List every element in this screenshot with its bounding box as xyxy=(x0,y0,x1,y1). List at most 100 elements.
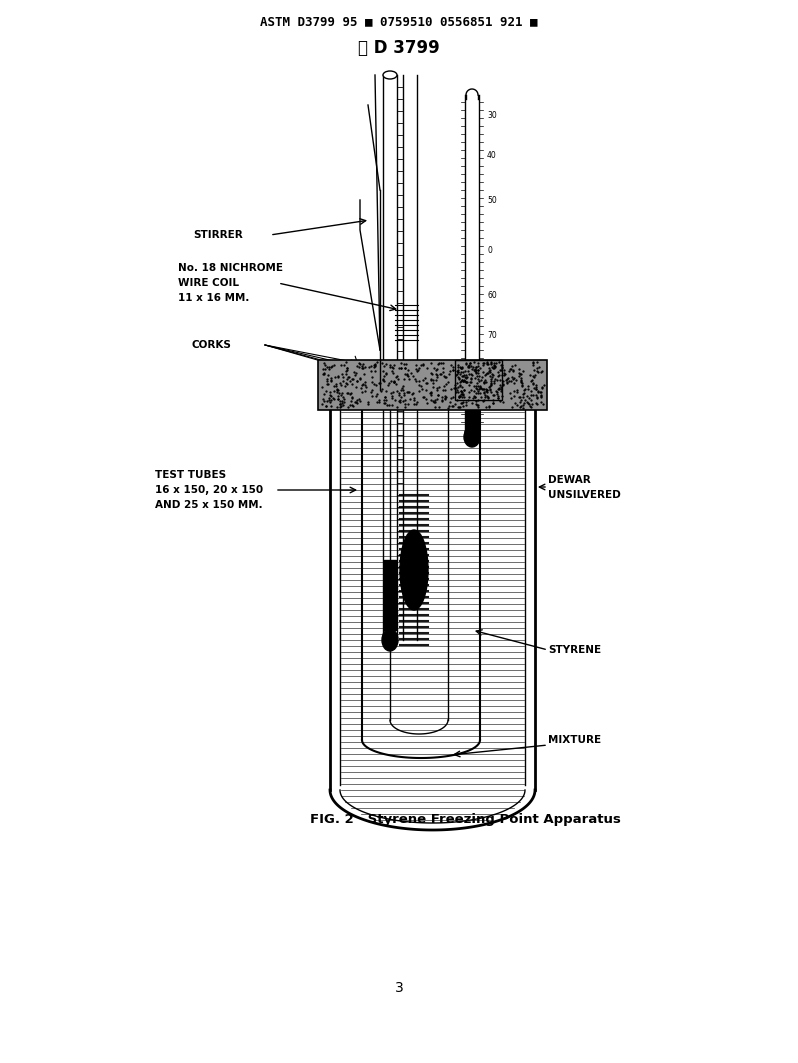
Point xyxy=(438,387,451,404)
Point xyxy=(441,400,454,417)
Point xyxy=(369,388,382,405)
Point xyxy=(478,374,491,391)
Point xyxy=(369,362,381,379)
Point xyxy=(452,387,465,404)
Point xyxy=(393,385,405,402)
Point xyxy=(467,390,480,407)
Point xyxy=(319,398,332,415)
Point xyxy=(480,387,493,404)
Point xyxy=(378,388,391,405)
Point xyxy=(529,378,542,395)
Point xyxy=(346,396,358,414)
Point xyxy=(436,389,448,406)
Point xyxy=(495,356,508,373)
Point xyxy=(359,358,372,375)
Point xyxy=(450,367,463,384)
Point xyxy=(345,392,358,409)
Point xyxy=(491,368,504,385)
Point xyxy=(458,367,471,384)
Point xyxy=(515,373,527,390)
Point xyxy=(370,354,383,371)
Point xyxy=(385,396,398,414)
Point xyxy=(385,358,398,375)
Point xyxy=(354,356,366,373)
Point xyxy=(390,399,403,416)
Point xyxy=(510,396,523,414)
Point xyxy=(339,366,352,383)
Point xyxy=(514,393,527,410)
Point xyxy=(417,356,429,373)
Point xyxy=(443,398,456,415)
Point xyxy=(337,373,350,390)
Point xyxy=(470,379,483,396)
Point xyxy=(451,366,464,383)
Point xyxy=(369,376,382,393)
Point xyxy=(329,376,342,393)
Point xyxy=(415,357,428,374)
Point xyxy=(480,383,493,400)
Point xyxy=(508,370,521,387)
Point xyxy=(462,366,475,383)
Point xyxy=(512,360,525,377)
Point xyxy=(470,396,483,414)
Point xyxy=(377,371,389,388)
Point xyxy=(318,356,331,373)
Text: WIRE COIL: WIRE COIL xyxy=(178,279,239,288)
Point xyxy=(456,378,468,395)
Point xyxy=(477,364,490,381)
Point xyxy=(472,368,485,385)
Point xyxy=(459,362,472,379)
Point xyxy=(500,372,512,389)
Point xyxy=(417,388,429,405)
Point xyxy=(343,372,356,389)
Point xyxy=(453,366,466,383)
Point xyxy=(332,391,345,408)
Point xyxy=(472,377,484,394)
Point xyxy=(530,394,543,411)
Point xyxy=(529,367,542,384)
Point xyxy=(523,389,535,406)
Point xyxy=(429,393,441,410)
Point xyxy=(497,393,510,410)
Text: ASTM D3799 95 ■ 0759510 0556851 921 ■: ASTM D3799 95 ■ 0759510 0556851 921 ■ xyxy=(260,16,538,29)
Point xyxy=(334,392,346,409)
Point xyxy=(487,391,500,408)
Point xyxy=(445,398,458,415)
Point xyxy=(411,362,424,379)
Point xyxy=(402,384,415,401)
Point xyxy=(385,384,397,401)
Text: STYRENE: STYRENE xyxy=(548,645,601,655)
Point xyxy=(464,373,477,390)
Point xyxy=(407,368,420,385)
Point xyxy=(531,389,543,406)
Point xyxy=(472,391,484,408)
Point xyxy=(516,400,529,417)
Point xyxy=(397,371,410,388)
Point xyxy=(531,384,544,401)
Point xyxy=(515,391,527,408)
Point xyxy=(464,355,476,372)
Point xyxy=(523,367,536,384)
Point xyxy=(488,357,500,374)
Point xyxy=(398,385,411,402)
Point xyxy=(454,383,467,400)
Point xyxy=(476,392,489,409)
Point xyxy=(487,394,500,411)
Point xyxy=(470,392,483,409)
Point xyxy=(506,369,519,386)
Point xyxy=(479,387,492,404)
Point xyxy=(380,365,393,382)
Point xyxy=(460,374,472,391)
Point xyxy=(379,365,392,382)
Point xyxy=(462,358,475,375)
Point xyxy=(497,373,510,390)
Point xyxy=(535,386,547,403)
Text: CORKS: CORKS xyxy=(192,340,232,350)
Point xyxy=(350,394,362,411)
Point xyxy=(356,359,369,376)
Point xyxy=(478,391,491,408)
Point xyxy=(478,373,491,390)
Point xyxy=(356,376,369,393)
Point xyxy=(471,374,484,391)
Point xyxy=(452,364,464,381)
